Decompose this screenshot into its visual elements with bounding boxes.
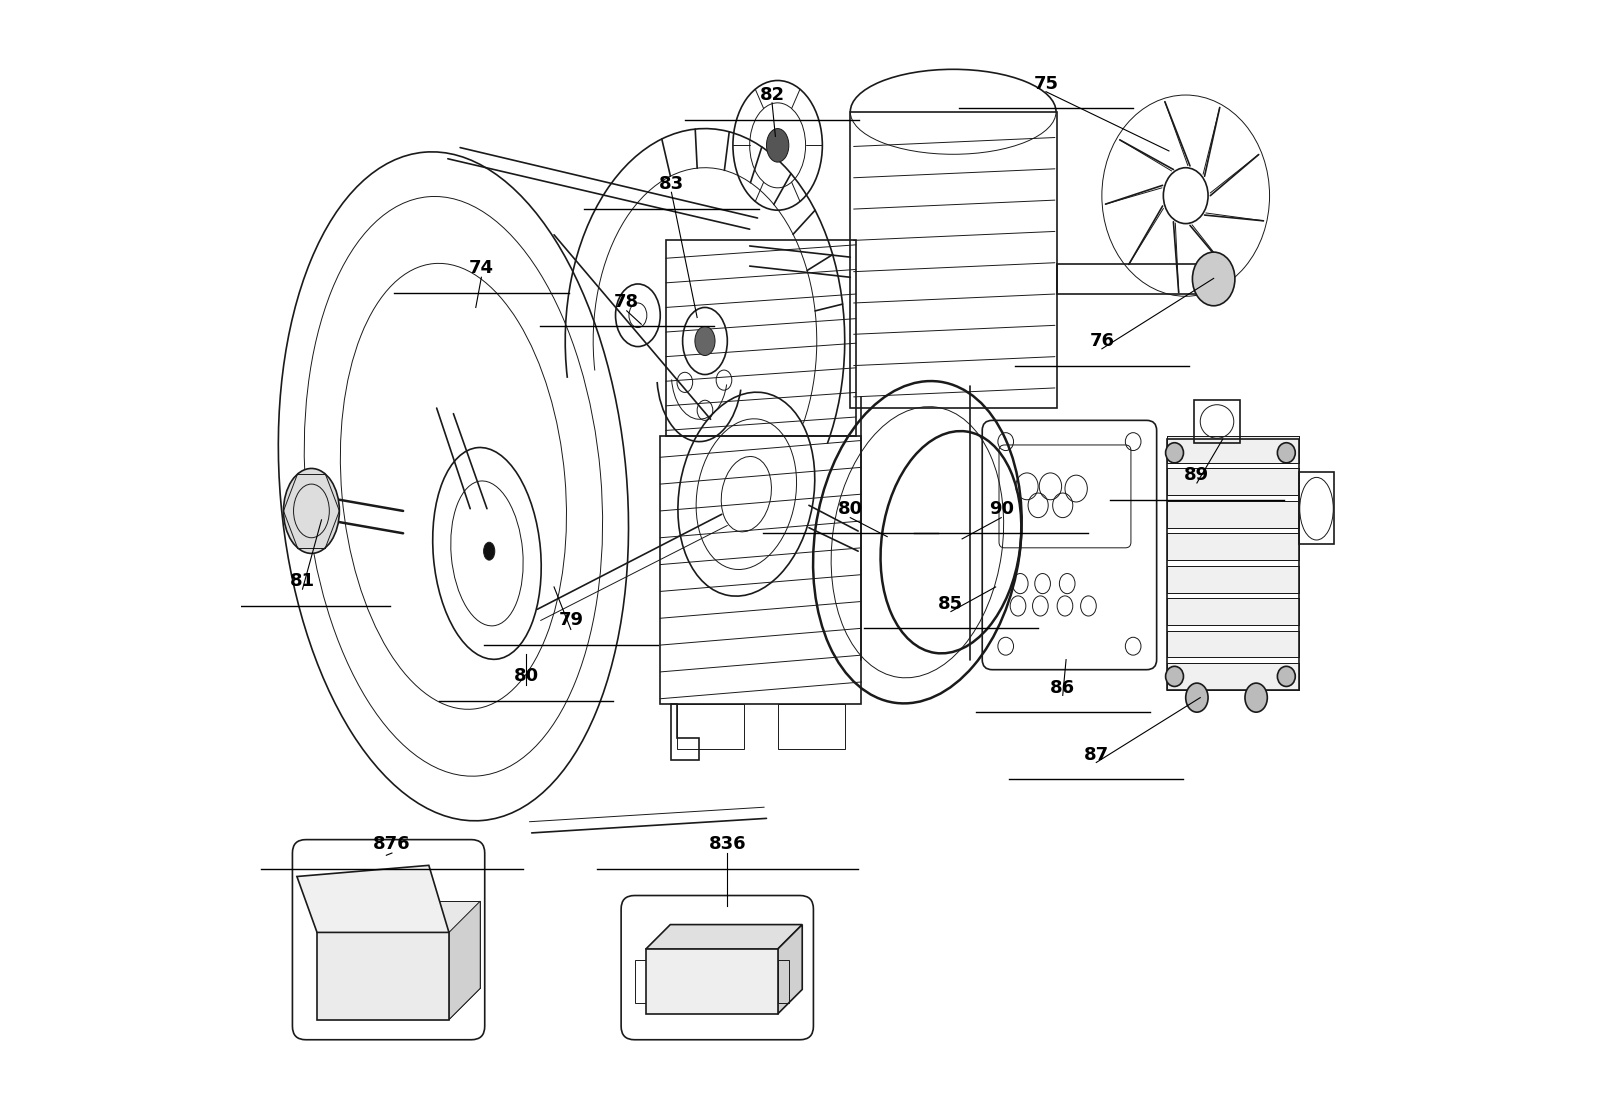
Bar — [778, 704, 845, 749]
Ellipse shape — [386, 984, 405, 999]
Text: 79: 79 — [558, 612, 584, 629]
Bar — [635, 960, 646, 1003]
Bar — [1166, 631, 1299, 657]
Text: 78: 78 — [614, 293, 640, 311]
Bar — [661, 436, 861, 704]
Bar — [1166, 598, 1299, 625]
Text: 75: 75 — [1034, 75, 1059, 93]
Bar — [1166, 436, 1299, 463]
Bar — [658, 953, 766, 963]
Text: 80: 80 — [514, 667, 539, 685]
Bar — [1166, 439, 1299, 690]
Polygon shape — [646, 949, 778, 1014]
Bar — [850, 112, 1058, 408]
Bar — [1166, 631, 1299, 657]
Bar — [1166, 663, 1299, 690]
Bar — [1166, 501, 1299, 528]
Bar — [1166, 436, 1299, 463]
Ellipse shape — [1277, 443, 1296, 463]
Bar — [658, 979, 766, 989]
Polygon shape — [349, 901, 480, 988]
Bar — [1166, 468, 1299, 495]
Bar — [677, 704, 744, 749]
Ellipse shape — [1277, 666, 1296, 686]
Ellipse shape — [766, 129, 789, 162]
Polygon shape — [298, 865, 450, 932]
Bar — [1194, 400, 1240, 443]
Bar — [1166, 566, 1299, 593]
Text: 85: 85 — [938, 595, 963, 613]
Bar — [1166, 663, 1299, 690]
Bar — [1166, 533, 1299, 560]
Text: 90: 90 — [989, 500, 1014, 518]
Text: 836: 836 — [709, 835, 746, 853]
Text: 876: 876 — [373, 835, 411, 853]
Bar — [778, 960, 789, 1003]
Ellipse shape — [483, 542, 494, 560]
Text: 81: 81 — [290, 572, 315, 590]
Bar — [658, 966, 766, 976]
Text: 89: 89 — [1184, 466, 1210, 484]
Ellipse shape — [338, 982, 357, 997]
Ellipse shape — [1165, 443, 1184, 463]
Bar — [1166, 598, 1299, 625]
Polygon shape — [778, 925, 802, 1014]
Polygon shape — [317, 988, 480, 1020]
Ellipse shape — [349, 963, 368, 978]
Ellipse shape — [1186, 683, 1208, 712]
Polygon shape — [450, 901, 480, 1020]
Ellipse shape — [694, 326, 715, 356]
Ellipse shape — [1165, 666, 1184, 686]
Bar — [658, 993, 766, 1003]
Text: 86: 86 — [1050, 679, 1075, 697]
Text: 74: 74 — [469, 259, 494, 277]
Polygon shape — [317, 932, 450, 1020]
Bar — [1166, 501, 1299, 528]
Bar — [1166, 468, 1299, 495]
Bar — [1299, 472, 1334, 544]
Ellipse shape — [1192, 252, 1235, 305]
Ellipse shape — [1245, 683, 1267, 712]
Ellipse shape — [374, 965, 394, 980]
Text: 83: 83 — [659, 176, 683, 193]
Ellipse shape — [283, 468, 339, 553]
Text: 76: 76 — [1090, 332, 1114, 350]
Polygon shape — [646, 925, 802, 949]
Bar — [1166, 566, 1299, 593]
Text: 82: 82 — [760, 86, 784, 104]
Text: 87: 87 — [1083, 746, 1109, 764]
Bar — [666, 240, 856, 436]
Bar — [1166, 533, 1299, 560]
Bar — [1058, 264, 1214, 294]
Ellipse shape — [360, 982, 379, 997]
Text: 80: 80 — [838, 500, 862, 518]
